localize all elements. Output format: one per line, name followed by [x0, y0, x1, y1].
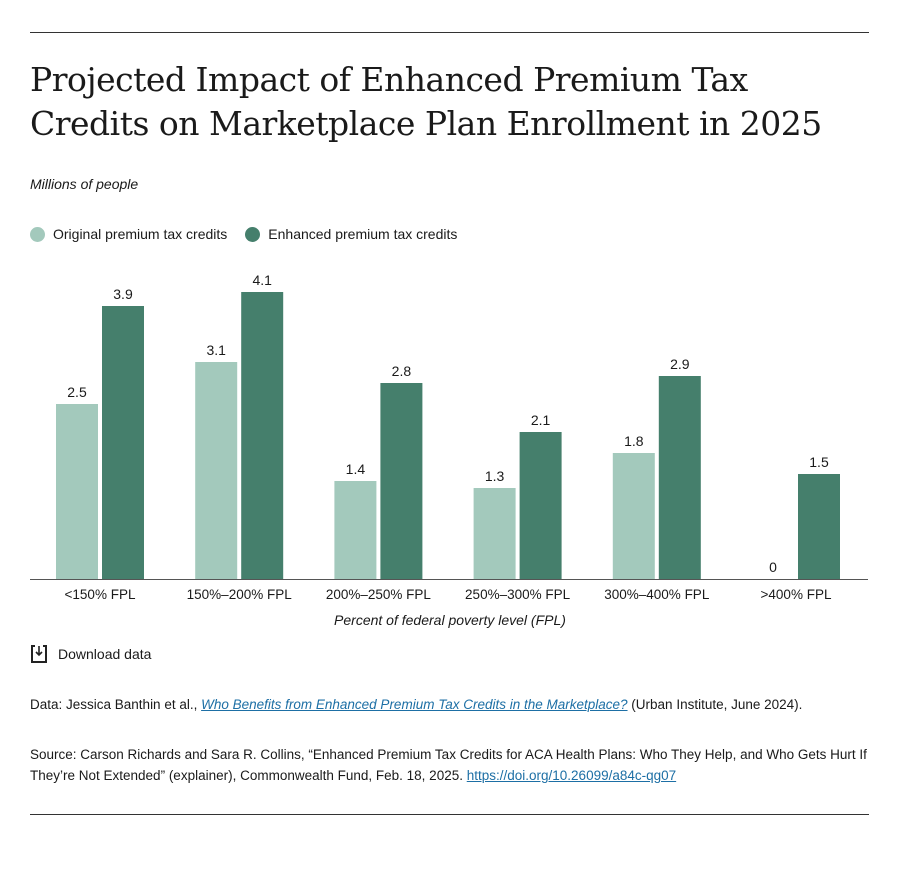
x-tick-label: >400% FPL	[761, 587, 832, 602]
data-note: Data: Jessica Banthin et al., Who Benefi…	[30, 694, 870, 715]
doi-link[interactable]: https://doi.org/10.26099/a84c-qg07	[466, 768, 677, 783]
download-icon	[31, 645, 47, 663]
bar-original	[473, 488, 516, 579]
data-label: 3.1	[206, 342, 226, 358]
data-label: 2.5	[67, 384, 87, 400]
source-note: Source: Carson Richards and Sara R. Coll…	[30, 744, 870, 786]
data-label: 1.5	[809, 454, 829, 470]
download-data-button[interactable]: Download data	[30, 644, 151, 664]
bar-enhanced	[519, 432, 562, 579]
data-label: 1.8	[624, 433, 644, 449]
x-tick-label: 150%–200% FPL	[187, 587, 293, 602]
data-note-suffix: (Urban Institute, June 2024).	[627, 697, 803, 712]
data-label: 2.8	[392, 363, 412, 379]
bottom-rule	[30, 814, 869, 815]
bar-original	[612, 453, 655, 579]
bar-original	[56, 404, 98, 579]
data-label: 1.3	[485, 468, 505, 484]
top-rule	[30, 32, 869, 33]
bar-original	[195, 362, 238, 579]
download-label: Download data	[58, 646, 152, 662]
bar-original	[334, 481, 377, 579]
data-source-link[interactable]: Who Benefits from Enhanced Premium Tax C…	[201, 697, 628, 712]
x-tick-label: 300%–400% FPL	[604, 587, 710, 602]
legend-swatch-original	[30, 226, 45, 242]
data-label: 1.4	[346, 461, 366, 477]
bar-enhanced	[241, 292, 284, 579]
x-axis-label: Percent of federal poverty level (FPL)	[334, 612, 566, 628]
bar-enhanced	[798, 474, 840, 579]
legend-label-original: Original premium tax credits	[53, 226, 228, 242]
data-label: 2.9	[670, 356, 690, 372]
source-note-text: Source: Carson Richards and Sara R. Coll…	[30, 747, 867, 783]
bar-enhanced	[102, 306, 144, 579]
data-label: 2.1	[531, 412, 551, 428]
legend-label-enhanced: Enhanced premium tax credits	[268, 226, 458, 242]
bar-chart: 2.5 3.9 <150% FPL 3.1 4.1 150%–200% FPL 1.4 2.8…	[30, 272, 868, 602]
legend-swatch-enhanced	[245, 226, 261, 242]
x-tick-label: <150% FPL	[65, 587, 136, 602]
chart-title: Projected Impact of Enhanced Premium Tax…	[30, 60, 822, 143]
data-label: 0	[769, 559, 777, 575]
x-tick-label: 250%–300% FPL	[465, 587, 571, 602]
legend: Original premium tax credits Enhanced pr…	[30, 226, 457, 242]
x-tick-label: 200%–250% FPL	[326, 587, 432, 602]
data-label: 3.9	[113, 286, 133, 302]
data-note-prefix: Data: Jessica Banthin et al.,	[30, 697, 202, 712]
units-label: Millions of people	[30, 176, 139, 192]
bar-enhanced	[380, 383, 423, 579]
data-label: 4.1	[252, 272, 272, 288]
bar-enhanced	[658, 376, 701, 579]
